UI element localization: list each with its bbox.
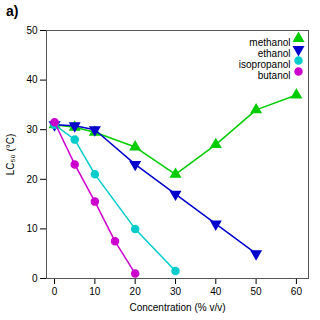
html-text:a): a) (6, 3, 19, 19)
svg-text:20: 20 (26, 174, 38, 185)
svg-text:methanol: methanol (249, 37, 290, 48)
svg-text:LC₅₀ (°C): LC₅₀ (°C) (5, 134, 16, 176)
svg-text:40: 40 (26, 74, 38, 85)
svg-text:20: 20 (130, 286, 142, 297)
svg-text:50: 50 (251, 286, 263, 297)
svg-text:Concentration (% v/v): Concentration (% v/v) (129, 302, 225, 313)
svg-text:30: 30 (170, 286, 182, 297)
svg-text:ethanol: ethanol (258, 48, 291, 59)
svg-text:0: 0 (52, 286, 58, 297)
svg-text:40: 40 (210, 286, 222, 297)
svg-text:30: 30 (26, 124, 38, 135)
svg-text:butanol: butanol (258, 70, 291, 81)
svg-text:50: 50 (26, 25, 38, 36)
svg-text:10: 10 (89, 286, 101, 297)
svg-text:0: 0 (32, 273, 38, 284)
svg-text:60: 60 (291, 286, 303, 297)
svg-text:isopropanol: isopropanol (239, 59, 291, 70)
svg-text:10: 10 (26, 223, 38, 234)
